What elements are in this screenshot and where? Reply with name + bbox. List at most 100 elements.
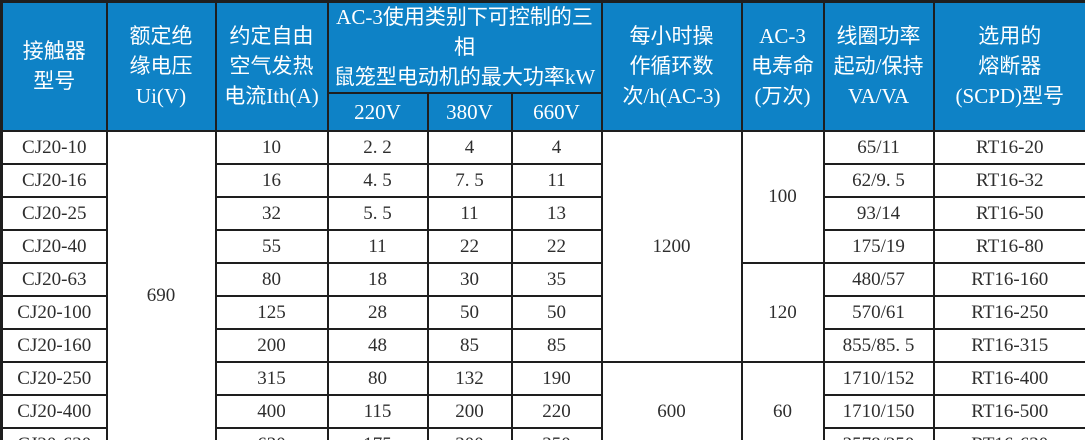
cell-model: CJ20-100 <box>0 295 108 331</box>
cell-fuse-type: RT16-80 <box>932 229 1085 265</box>
cell-electrical-life: 100 <box>740 130 825 265</box>
cell-model: CJ20-63 <box>0 262 108 298</box>
cell-model: CJ20-25 <box>0 196 108 232</box>
cell-thermal-current: 400 <box>214 394 329 430</box>
cell-power-220v: 28 <box>326 295 429 331</box>
cell-power-380v: 300 <box>426 427 513 440</box>
header-insulation-voltage: 额定绝 缘电压 Ui(V) <box>105 0 217 133</box>
cell-fuse-type: RT16-20 <box>932 130 1085 166</box>
cell-power-220v: 5. 5 <box>326 196 429 232</box>
cell-operating-cycles: 1200 <box>600 130 743 364</box>
cell-fuse-type: RT16-250 <box>932 295 1085 331</box>
header-ac3-max-power: AC-3使用类别下可控制的三相 鼠笼型电动机的最大功率kW <box>326 0 603 95</box>
cell-electrical-life: 60 <box>740 361 825 440</box>
cell-power-220v: 115 <box>326 394 429 430</box>
cell-power-220v: 18 <box>326 262 429 298</box>
cell-power-380v: 7. 5 <box>426 163 513 199</box>
cell-thermal-current: 16 <box>214 163 329 199</box>
cell-coil-power: 3578/250 <box>822 427 935 440</box>
cell-thermal-current: 315 <box>214 361 329 397</box>
header-electrical-life: AC-3 电寿命 (万次) <box>740 0 825 133</box>
cell-power-660v: 4 <box>510 130 603 166</box>
cell-coil-power: 570/61 <box>822 295 935 331</box>
cell-insulation-voltage: 690 <box>105 130 217 440</box>
cell-model: CJ20-40 <box>0 229 108 265</box>
cell-coil-power: 62/9. 5 <box>822 163 935 199</box>
table-row: CJ20-250 315 80 132 190 600 60 1710/152 … <box>0 361 1085 440</box>
header-row-2: 220V 380V 660V <box>2 92 1085 133</box>
cell-fuse-type: RT16-50 <box>932 196 1085 232</box>
table-row: CJ20-160 200 48 85 85 855/85. 5 RT16-315 <box>0 328 1085 364</box>
cell-fuse-type: RT16-315 <box>932 328 1085 364</box>
cell-thermal-current: 80 <box>214 262 329 298</box>
cell-power-660v: 190 <box>510 361 603 397</box>
header-coil-power: 线圈功率 起动/保持 VA/VA <box>822 0 935 133</box>
header-voltage-660v: 660V <box>510 92 603 133</box>
table-row: CJ20-10 690 10 2. 2 4 4 1200 100 65/11 R… <box>0 130 1085 440</box>
header-fuse-type: 选用的 熔断器 (SCPD)型号 <box>932 0 1085 133</box>
cell-thermal-current: 55 <box>214 229 329 265</box>
cell-thermal-current: 125 <box>214 295 329 331</box>
cell-power-380v: 132 <box>426 361 513 397</box>
header-row-1: 接触器 型号 额定绝 缘电压 Ui(V) 约定自由 空气发热 电流Ith(A) … <box>0 0 1085 133</box>
cell-model: CJ20-630 <box>0 427 108 440</box>
header-model: 接触器 型号 <box>0 0 108 133</box>
table-row: CJ20-630 630 175 300 350 3578/250 RT16-6… <box>0 427 1085 440</box>
cell-model: CJ20-16 <box>0 163 108 199</box>
cell-power-220v: 11 <box>326 229 429 265</box>
cell-power-380v: 11 <box>426 196 513 232</box>
cell-model: CJ20-10 <box>0 130 108 166</box>
cell-coil-power: 65/11 <box>822 130 935 166</box>
cell-power-380v: 4 <box>426 130 513 166</box>
cell-power-220v: 48 <box>326 328 429 364</box>
cell-power-380v: 30 <box>426 262 513 298</box>
table-row: CJ20-40 55 11 22 22 175/19 RT16-80 <box>0 229 1085 265</box>
cell-power-660v: 13 <box>510 196 603 232</box>
cell-power-220v: 2. 2 <box>326 130 429 166</box>
cell-fuse-type: RT16-630 <box>932 427 1085 440</box>
table-row: CJ20-400 400 115 200 220 1710/150 RT16-5… <box>0 394 1085 430</box>
table-row: CJ20-63 80 18 30 35 120 480/57 RT16-160 <box>0 262 1085 364</box>
cell-coil-power: 480/57 <box>822 262 935 298</box>
cell-fuse-type: RT16-32 <box>932 163 1085 199</box>
cell-coil-power: 1710/150 <box>822 394 935 430</box>
cell-power-380v: 50 <box>426 295 513 331</box>
cell-power-660v: 50 <box>510 295 603 331</box>
cell-power-660v: 35 <box>510 262 603 298</box>
cell-thermal-current: 10 <box>214 130 329 166</box>
cell-coil-power: 855/85. 5 <box>822 328 935 364</box>
header-voltage-380v: 380V <box>426 92 513 133</box>
cell-power-660v: 350 <box>510 427 603 440</box>
cell-power-660v: 85 <box>510 328 603 364</box>
header-thermal-current: 约定自由 空气发热 电流Ith(A) <box>214 0 329 133</box>
cell-thermal-current: 32 <box>214 196 329 232</box>
cell-fuse-type: RT16-500 <box>932 394 1085 430</box>
cell-power-220v: 80 <box>326 361 429 397</box>
cell-power-380v: 22 <box>426 229 513 265</box>
cell-power-660v: 11 <box>510 163 603 199</box>
cell-power-660v: 22 <box>510 229 603 265</box>
table-row: CJ20-16 16 4. 5 7. 5 11 62/9. 5 RT16-32 <box>0 163 1085 199</box>
table-row: CJ20-100 125 28 50 50 570/61 RT16-250 <box>0 295 1085 331</box>
cell-power-220v: 175 <box>326 427 429 440</box>
cell-fuse-type: RT16-160 <box>932 262 1085 298</box>
cell-operating-cycles: 600 <box>600 361 743 440</box>
header-operating-cycles: 每小时操 作循环数 次/h(AC-3) <box>600 0 743 133</box>
cell-fuse-type: RT16-400 <box>932 361 1085 397</box>
table-row: CJ20-25 32 5. 5 11 13 93/14 RT16-50 <box>0 196 1085 232</box>
cell-coil-power: 175/19 <box>822 229 935 265</box>
cell-model: CJ20-160 <box>0 328 108 364</box>
cell-power-660v: 220 <box>510 394 603 430</box>
header-voltage-220v: 220V <box>326 92 429 133</box>
cell-model: CJ20-400 <box>0 394 108 430</box>
cell-power-380v: 85 <box>426 328 513 364</box>
cell-coil-power: 93/14 <box>822 196 935 232</box>
cell-model: CJ20-250 <box>0 361 108 397</box>
cell-power-380v: 200 <box>426 394 513 430</box>
cell-coil-power: 1710/152 <box>822 361 935 397</box>
cell-power-220v: 4. 5 <box>326 163 429 199</box>
cell-thermal-current: 200 <box>214 328 329 364</box>
cell-electrical-life: 120 <box>740 262 825 364</box>
